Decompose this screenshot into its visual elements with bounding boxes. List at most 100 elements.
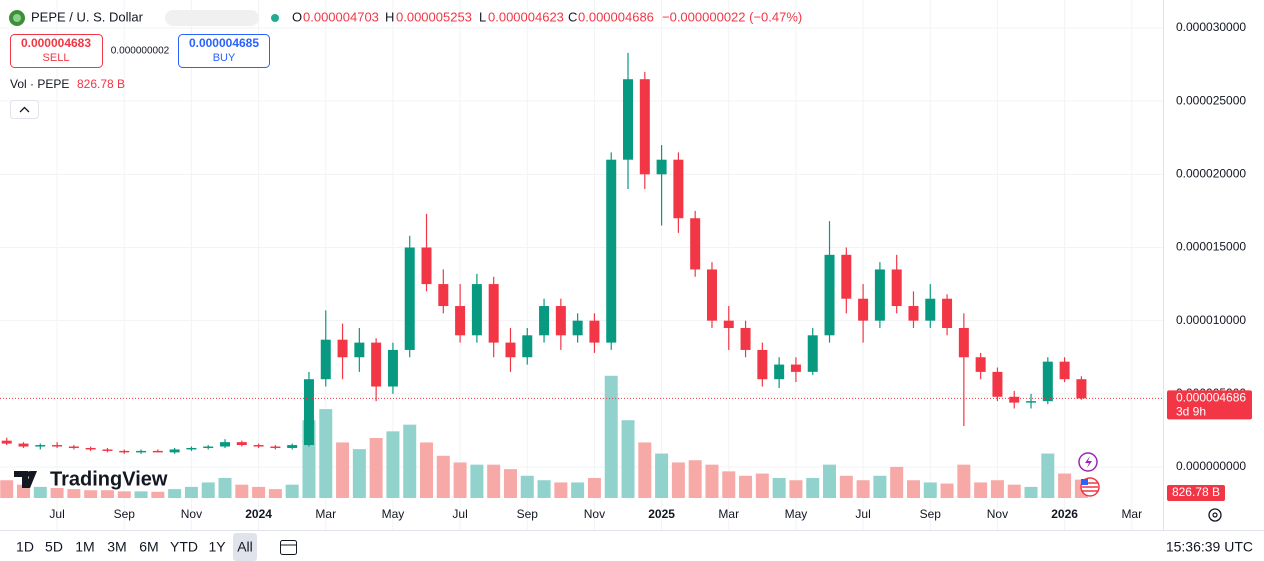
candle-body [992,371,1003,397]
range-button[interactable]: YTD [170,539,198,555]
candle-body [623,79,634,160]
volume-bar [33,486,47,498]
volume-bar [218,478,232,498]
volume-bar [571,482,585,498]
x-tick-label: 2024 [245,507,272,521]
candle-body [68,446,79,448]
volume-bar [806,478,820,498]
candle-body [723,320,734,328]
ohlc-value: 0.000004686 [578,9,654,24]
candle-body [606,159,617,343]
buy-button[interactable] [178,34,270,68]
x-tick-label: Jul [452,507,467,521]
change: −0.000000022 (−0.47%) [662,9,802,24]
brand-logo-dot [27,471,33,477]
range-button[interactable]: 1M [75,539,94,555]
candle-body [1,440,12,444]
volume-bar [67,489,81,498]
volume-bar [1041,453,1055,498]
volume-bar [1024,486,1038,498]
range-button[interactable]: 5D [45,539,63,555]
market-status [271,14,279,22]
volume-bar [554,482,568,498]
volume-bar [739,475,753,498]
brand: TradingView [50,468,168,490]
ohlc-label: O [292,9,302,24]
sell-button[interactable] [10,34,103,68]
candle-body [220,442,231,447]
candle-body [774,364,785,380]
candle-body [303,379,314,446]
candle-body [572,320,583,336]
volume-bar [319,409,333,498]
calendar-icon[interactable] [280,540,297,555]
volume-bar [671,462,685,498]
candle-body [203,446,214,448]
collapse-button[interactable] [10,100,39,119]
volume-bar [268,489,282,498]
x-tick-label: Sep [517,507,539,521]
candle-body [555,306,566,336]
volume-bar [420,442,434,498]
candle-body [925,298,936,321]
candle-body [387,349,398,387]
volume-bar [151,491,165,498]
volume-bar [50,488,64,498]
candle-body [35,445,46,447]
candle-body [455,306,466,336]
volume-bar [470,464,484,498]
volume-bar [336,442,350,498]
volume-bar [990,480,1004,498]
volume-bar [84,490,98,498]
countdown: 3d 9h [1176,405,1206,419]
candle-body [371,342,382,387]
volume-bar [940,483,954,498]
range-button[interactable]: 1Y [208,539,226,555]
candle-body [942,298,953,328]
volume-bar [772,478,786,498]
volume-bar [974,482,988,498]
sell-price: 0.000004683 [21,36,91,50]
volume-bar [134,491,148,498]
candle-body [102,449,113,451]
volume-bar [0,480,14,498]
buy-label: BUY [213,52,236,64]
x-tick-label: Jul [49,507,64,521]
candle-body [471,284,482,336]
range-button[interactable]: All [237,539,253,555]
y-tick-label: 0.000030000 [1176,20,1246,34]
candle-body [186,447,197,450]
x-tick-label: 2026 [1051,507,1078,521]
x-tick-label: Nov [987,507,1008,521]
range-button[interactable]: 3M [107,539,126,555]
candle-body [1059,361,1070,380]
candle-body [253,445,264,447]
range-button[interactable]: 1D [16,539,34,555]
candle-body [236,442,247,446]
x-tick-label: Nov [181,507,202,521]
volume-bar [789,480,803,498]
settings-icon-core [1212,512,1218,518]
x-tick-label: Mar [718,507,739,521]
y-tick-label: 0.000015000 [1176,240,1246,254]
candle-body [874,269,885,321]
volume-bar [453,462,467,498]
volume-bar [621,420,635,498]
candle-body [858,298,869,321]
settings-icon[interactable] [1208,508,1222,522]
clock: 15:36:39 UTC [1166,539,1253,555]
volume-tag [1167,485,1225,501]
volume-bar [722,471,736,498]
ohlc-label: C [568,9,577,24]
candle-body [908,306,919,321]
volume-bar [638,442,652,498]
ohlc-label: H [385,9,394,24]
candle-body [757,349,768,380]
range-button[interactable]: 6M [139,539,158,555]
volume-bar [587,478,601,498]
volume-bar [487,464,501,498]
candle-body [1076,379,1087,399]
candle-body [656,159,667,175]
symbol: PEPE / U. S. Dollar [31,9,144,24]
